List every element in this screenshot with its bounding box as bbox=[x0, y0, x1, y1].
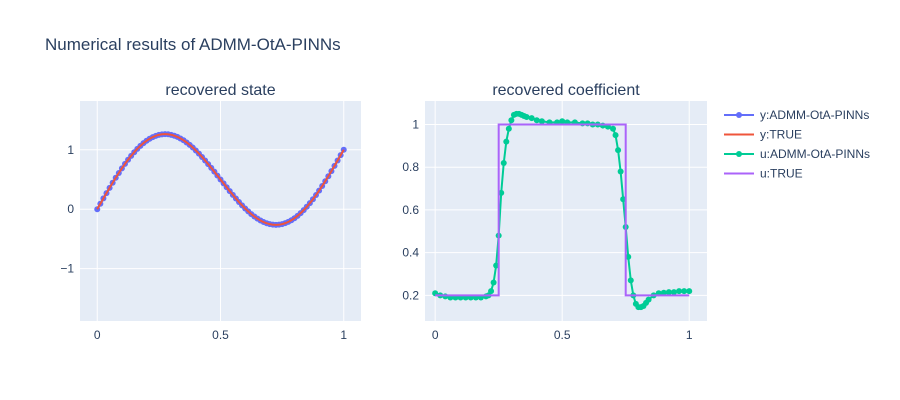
data-point-u-admm-ota-pinns bbox=[660, 289, 667, 296]
y-tick-label: 1 bbox=[67, 143, 74, 157]
data-point-u-admm-ota-pinns bbox=[503, 138, 510, 145]
data-point-u-admm-ota-pinns bbox=[681, 288, 688, 295]
data-point-u-admm-ota-pinns bbox=[670, 289, 677, 296]
figure-title: Numerical results of ADMM-OtA-PINNs bbox=[45, 35, 341, 54]
data-point-u-admm-ota-pinns bbox=[676, 288, 683, 295]
data-point-u-admm-ota-pinns bbox=[665, 289, 672, 296]
subplot-recovered-coefficient: 0 0.5 1 0.2 0.4 0.6 0.8 1 recovered coefficient bbox=[402, 82, 707, 342]
data-point-u-admm-ota-pinns bbox=[599, 122, 606, 129]
y-tick-label: 0.2 bbox=[402, 288, 419, 302]
x-tick-label: 0.5 bbox=[554, 328, 571, 342]
y-tick-label: 0.6 bbox=[402, 203, 419, 217]
data-point-u-admm-ota-pinns bbox=[442, 293, 449, 300]
data-point-u-admm-ota-pinns bbox=[627, 277, 634, 284]
data-point-u-admm-ota-pinns bbox=[508, 117, 515, 124]
data-point-u-admm-ota-pinns bbox=[500, 159, 507, 166]
data-point-u-admm-ota-pinns bbox=[523, 114, 530, 121]
series-layer bbox=[94, 131, 347, 228]
legend-item[interactable]: u:ADMM-OtA-PINNs bbox=[724, 147, 870, 161]
series-line-y-true bbox=[96, 133, 345, 226]
legend-swatch-marker bbox=[736, 112, 742, 118]
x-tick-label: 1 bbox=[340, 328, 347, 342]
y-tick-label: 0.8 bbox=[402, 160, 419, 174]
legend-swatch-marker bbox=[736, 151, 742, 157]
series-layer bbox=[432, 110, 693, 311]
data-point-u-admm-ota-pinns bbox=[620, 196, 627, 203]
subplot-title: recovered coefficient bbox=[492, 82, 640, 99]
data-point-u-admm-ota-pinns bbox=[686, 288, 693, 295]
data-point-u-admm-ota-pinns bbox=[615, 147, 622, 154]
y-tick-label: 0.4 bbox=[402, 246, 419, 260]
data-point-u-admm-ota-pinns bbox=[610, 125, 616, 132]
x-tick-label: 0.5 bbox=[212, 328, 229, 342]
series-line-u-true bbox=[435, 123, 690, 297]
legend-label: y:ADMM-OtA-PINNs bbox=[760, 108, 869, 122]
data-point-u-admm-ota-pinns bbox=[533, 117, 540, 124]
data-point-u-admm-ota-pinns bbox=[538, 118, 545, 125]
legend-item[interactable]: u:TRUE bbox=[724, 167, 803, 181]
data-point-u-admm-ota-pinns bbox=[493, 262, 500, 269]
legend-label: u:ADMM-OtA-PINNs bbox=[760, 147, 870, 161]
data-point-u-admm-ota-pinns bbox=[612, 132, 619, 139]
data-point-u-admm-ota-pinns bbox=[528, 115, 535, 122]
legend[interactable]: y:ADMM-OtA-PINNs y:TRUE u:ADMM-OtA-PINNs u:… bbox=[724, 108, 870, 181]
data-point-u-admm-ota-pinns bbox=[488, 288, 495, 295]
y-tick-label: 0 bbox=[67, 202, 74, 216]
data-point-u-admm-ota-pinns bbox=[505, 125, 512, 132]
plot-area bbox=[425, 101, 707, 321]
y-tick-label: 1 bbox=[412, 117, 419, 131]
legend-label: u:TRUE bbox=[760, 167, 803, 181]
data-point-u-admm-ota-pinns bbox=[498, 189, 505, 196]
data-point-u-admm-ota-pinns bbox=[625, 253, 632, 260]
y-tick-label: −1 bbox=[60, 262, 74, 276]
data-point-u-admm-ota-pinns bbox=[617, 168, 624, 175]
legend-item[interactable]: y:TRUE bbox=[724, 128, 802, 142]
subplot-recovered-state: 0 0.5 1 −1 0 1 recovered state bbox=[60, 82, 361, 342]
data-point-u-admm-ota-pinns bbox=[559, 118, 566, 125]
legend-item[interactable]: y:ADMM-OtA-PINNs bbox=[724, 108, 869, 122]
data-point-u-admm-ota-pinns bbox=[645, 296, 652, 303]
x-tick-label: 0 bbox=[432, 328, 439, 342]
data-point-u-admm-ota-pinns bbox=[490, 279, 497, 286]
data-point-u-admm-ota-pinns bbox=[584, 120, 591, 127]
x-tick-label: 1 bbox=[686, 328, 693, 342]
legend-label: y:TRUE bbox=[760, 128, 802, 142]
x-tick-label: 0 bbox=[94, 328, 101, 342]
subplot-title: recovered state bbox=[165, 82, 275, 99]
